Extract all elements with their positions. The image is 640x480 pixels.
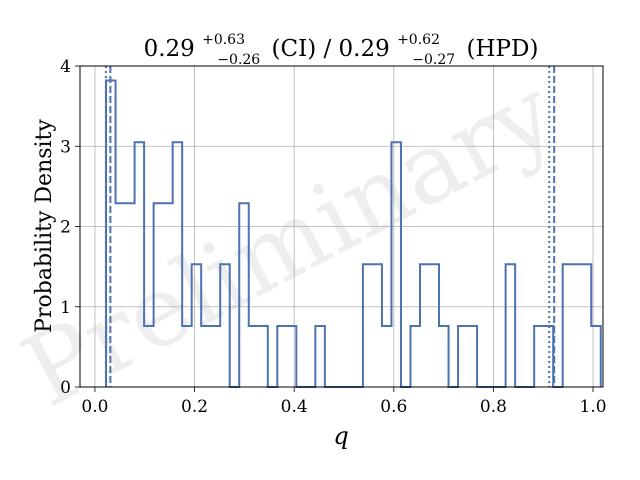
y-axis-label: Probability Density: [32, 119, 57, 333]
x-tick-label: 0.8: [480, 397, 507, 417]
title-ci-lower: −0.26: [217, 52, 260, 68]
y-tick-label: 0: [60, 378, 71, 398]
x-tick-label: 0.6: [380, 397, 407, 417]
title-hpd-label: (HPD): [467, 36, 539, 62]
axes-layer: 0.0 0.2 0.4 0.6 0.8 1.0 0 1 2 3 4: [60, 57, 606, 417]
x-tick-label: 0.2: [181, 397, 208, 417]
x-tick-label: 0.4: [281, 397, 308, 417]
title-hpd-value: 0.29: [339, 36, 390, 62]
chart-title: 0.29 +0.63 −0.26 (CI) / 0.29 +0.62 −0.27…: [144, 24, 539, 70]
y-tick-label: 2: [60, 218, 71, 238]
x-tick-label: 0.0: [81, 397, 108, 417]
y-tick-label: 3: [60, 137, 71, 157]
title-ci-upper: +0.63: [202, 32, 245, 48]
title-ci-label: (CI): [272, 36, 317, 62]
title-value: 0.29: [144, 36, 195, 62]
watermark-text: Preliminary: [6, 56, 574, 430]
y-tick-label: 1: [60, 298, 71, 318]
y-tick-label: 4: [60, 57, 71, 77]
x-axis-label: q: [333, 422, 348, 450]
title-hpd-lower: −0.27: [412, 52, 455, 68]
axes-frame: [79, 65, 604, 388]
title-hpd-upper: +0.62: [397, 32, 440, 48]
watermark-layer: Preliminary: [6, 56, 574, 430]
title-separator: /: [323, 36, 331, 62]
x-tick-label: 1.0: [580, 397, 607, 417]
